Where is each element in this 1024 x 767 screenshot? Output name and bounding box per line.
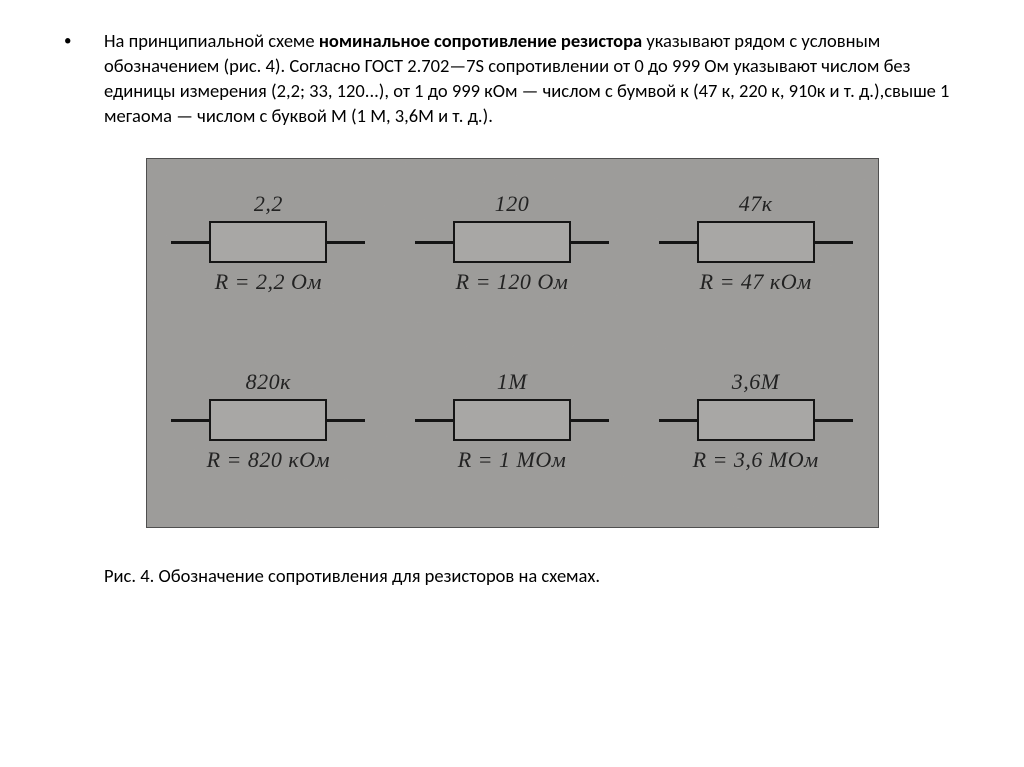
bullet-marker: • <box>60 28 104 52</box>
resistor-lead <box>815 419 853 422</box>
resistor-value-label: 2,2 <box>254 191 283 217</box>
resistor-symbol: 120 R = 120 Ом <box>415 191 609 295</box>
resistor-symbol: 2,2 R = 2,2 Ом <box>171 191 365 295</box>
resistor-value-label: 3,6М <box>732 369 780 395</box>
resistor-lead <box>571 241 609 244</box>
resistor-lead <box>659 419 697 422</box>
resistor-lead <box>815 241 853 244</box>
resistor-lead <box>171 241 209 244</box>
bullet-block: • На принципиальной схеме номинальное со… <box>60 28 964 128</box>
resistor-equation-label: R = 47 кОм <box>700 269 812 295</box>
resistor-body <box>209 399 327 441</box>
resistor-symbol: 47к R = 47 кОм <box>659 191 853 295</box>
resistor-body <box>697 399 815 441</box>
figure: 2,2 R = 2,2 Ом 120 R = 120 Ом 47к R = 47 кОм 8… <box>146 158 879 528</box>
resistor-lead <box>571 419 609 422</box>
resistor-graphic <box>415 399 609 441</box>
page: • На принципиальной схеме номинальное со… <box>0 0 1024 587</box>
resistor-lead <box>415 241 453 244</box>
figure-content: 2,2 R = 2,2 Ом 120 R = 120 Ом 47к R = 47 кОм 8… <box>147 159 878 527</box>
resistor-value-label: 1М <box>497 369 527 395</box>
resistor-row: 820к R = 820 кОм 1М R = 1 МОм 3,6М R = 3,6 МО… <box>147 369 878 473</box>
resistor-equation-label: R = 820 кОм <box>207 447 331 473</box>
resistor-body <box>209 221 327 263</box>
resistor-lead <box>171 419 209 422</box>
paragraph-pre: На принципиальной схеме <box>104 29 319 52</box>
resistor-value-label: 820к <box>246 369 291 395</box>
resistor-equation-label: R = 3,6 МОм <box>693 447 819 473</box>
resistor-body <box>697 221 815 263</box>
resistor-body <box>453 221 571 263</box>
resistor-symbol: 820к R = 820 кОм <box>171 369 365 473</box>
caption-wrap: Рис. 4. Обозначение сопротивления для ре… <box>60 564 964 587</box>
resistor-equation-label: R = 1 МОм <box>458 447 567 473</box>
resistor-symbol: 1М R = 1 МОм <box>415 369 609 473</box>
resistor-body <box>453 399 571 441</box>
figure-caption: Рис. 4. Обозначение сопротивления для ре… <box>104 564 964 587</box>
resistor-equation-label: R = 120 Ом <box>456 269 569 295</box>
resistor-lead <box>415 419 453 422</box>
paragraph: На принципиальной схеме номинальное сопр… <box>104 28 964 128</box>
resistor-graphic <box>171 221 365 263</box>
resistor-symbol: 3,6М R = 3,6 МОм <box>659 369 853 473</box>
resistor-graphic <box>659 221 853 263</box>
resistor-equation-label: R = 2,2 Ом <box>215 269 322 295</box>
resistor-graphic <box>415 221 609 263</box>
paragraph-bold: номинальное сопротивление резистора <box>319 29 642 52</box>
resistor-row: 2,2 R = 2,2 Ом 120 R = 120 Ом 47к R = 47 кОм <box>147 191 878 295</box>
resistor-lead <box>659 241 697 244</box>
resistor-graphic <box>171 399 365 441</box>
resistor-value-label: 120 <box>495 191 530 217</box>
resistor-lead <box>327 241 365 244</box>
figure-wrap: 2,2 R = 2,2 Ом 120 R = 120 Ом 47к R = 47 кОм 8… <box>60 158 964 528</box>
resistor-graphic <box>659 399 853 441</box>
resistor-lead <box>327 419 365 422</box>
resistor-value-label: 47к <box>739 191 773 217</box>
